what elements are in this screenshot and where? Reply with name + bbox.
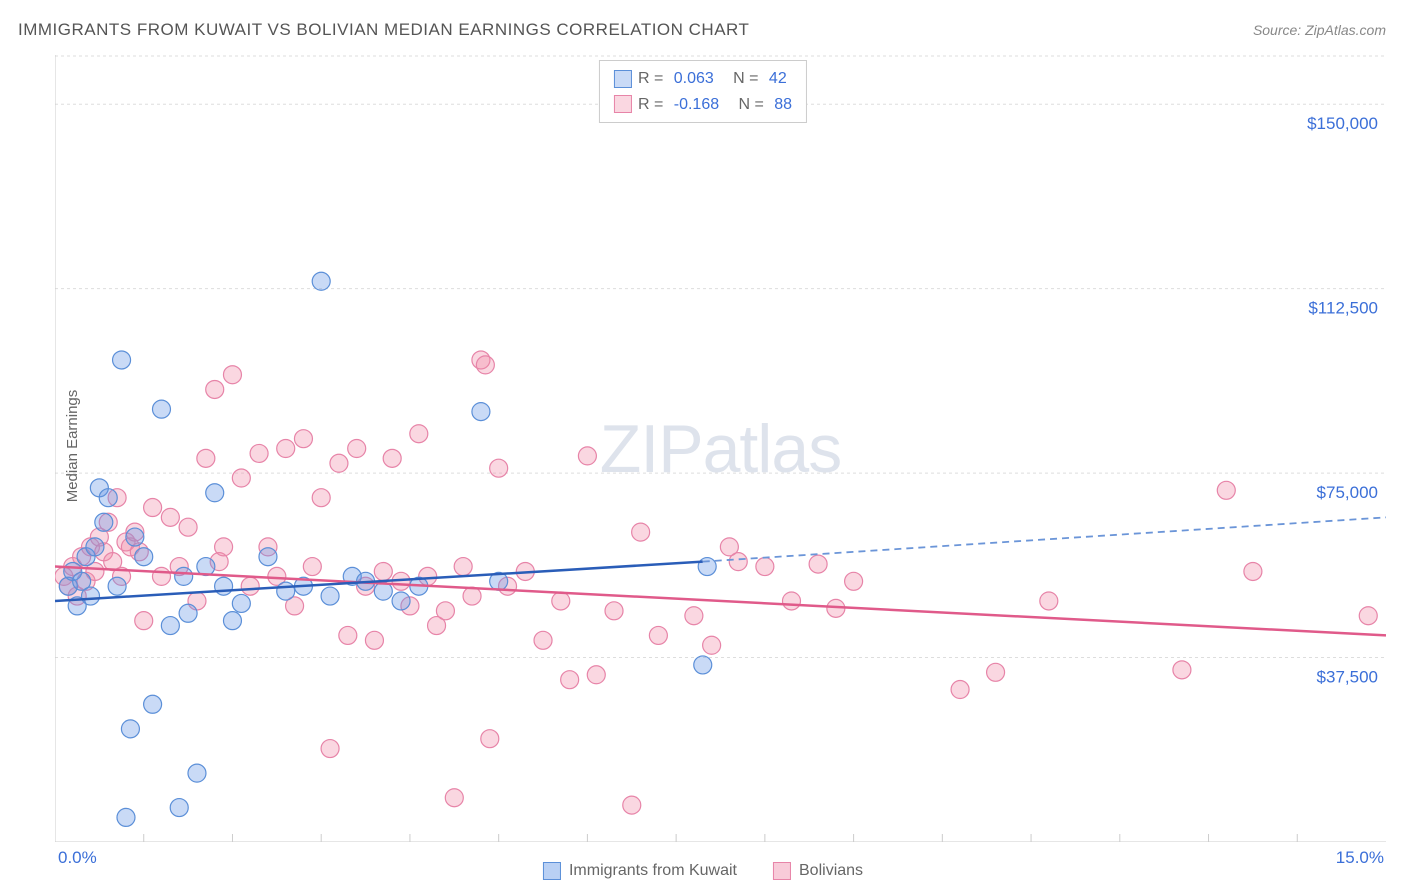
series-legend-item: Immigrants from Kuwait <box>543 862 737 880</box>
legend-swatch <box>614 95 632 113</box>
svg-text:$75,000: $75,000 <box>1317 483 1378 502</box>
legend-r-label: R = <box>638 92 668 118</box>
legend-n-value: 42 <box>769 66 787 92</box>
correlation-legend-row: R = -0.168 N = 88 <box>614 92 792 118</box>
legend-r-value: 0.063 <box>674 66 714 92</box>
legend-swatch <box>614 70 632 88</box>
legend-r-value: -0.168 <box>674 92 719 118</box>
legend-swatch <box>543 862 561 880</box>
source-attribution: Source: ZipAtlas.com <box>1253 22 1386 38</box>
legend-n-value: 88 <box>774 92 792 118</box>
legend-n-label: N = <box>720 66 763 92</box>
series-legend-label: Immigrants from Kuwait <box>569 862 737 880</box>
svg-text:$112,500: $112,500 <box>1308 299 1378 318</box>
correlation-legend-row: R = 0.063 N = 42 <box>614 66 792 92</box>
svg-text:$37,500: $37,500 <box>1317 668 1378 687</box>
correlation-legend: R = 0.063 N = 42R = -0.168 N = 88 <box>599 60 807 123</box>
legend-n-label: N = <box>725 92 768 118</box>
legend-swatch <box>773 862 791 880</box>
x-axis-min-label: 0.0% <box>58 848 97 868</box>
legend-r-label: R = <box>638 66 668 92</box>
series-legend-label: Bolivians <box>799 862 863 880</box>
scatter-plot-svg: $37,500 $75,000 $112,500 $150,000 <box>55 55 1386 842</box>
series-legend: Immigrants from Kuwait Bolivians <box>543 862 863 880</box>
x-axis-max-label: 15.0% <box>1336 848 1384 868</box>
chart-title: IMMIGRANTS FROM KUWAIT VS BOLIVIAN MEDIA… <box>18 20 749 40</box>
svg-text:$150,000: $150,000 <box>1307 114 1378 133</box>
chart-area: $37,500$75,000$112,500$150,000 ZIPatlas <box>55 55 1386 842</box>
series-legend-item: Bolivians <box>773 862 863 880</box>
